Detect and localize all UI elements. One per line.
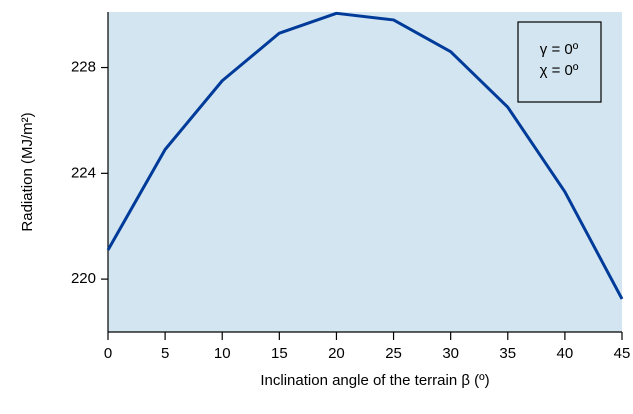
x-tick-label: 35	[499, 345, 516, 362]
plot-background	[108, 12, 622, 332]
x-tick-label: 5	[161, 345, 169, 362]
annotation: χ = 0º	[540, 62, 579, 79]
x-tick-label: 40	[557, 345, 574, 362]
x-tick-label: 20	[328, 345, 345, 362]
x-tick-label: 30	[442, 345, 459, 362]
x-tick-label: 10	[214, 345, 231, 362]
y-tick-label: 228	[71, 59, 96, 76]
x-tick-label: 45	[614, 345, 631, 362]
x-tick-label: 0	[104, 345, 112, 362]
x-tick-label: 25	[385, 345, 402, 362]
annotation: γ = 0º	[540, 41, 579, 58]
y-axis-label: Radiation (MJ/m²)	[19, 112, 36, 231]
line-series	[106, 11, 624, 300]
x-axis-label: Inclination angle of the terrain β (º)	[260, 372, 489, 389]
y-tick-label: 220	[71, 270, 96, 287]
y-tick-label: 224	[71, 164, 96, 181]
x-tick-label: 15	[271, 345, 288, 362]
annotation-box	[517, 21, 602, 103]
